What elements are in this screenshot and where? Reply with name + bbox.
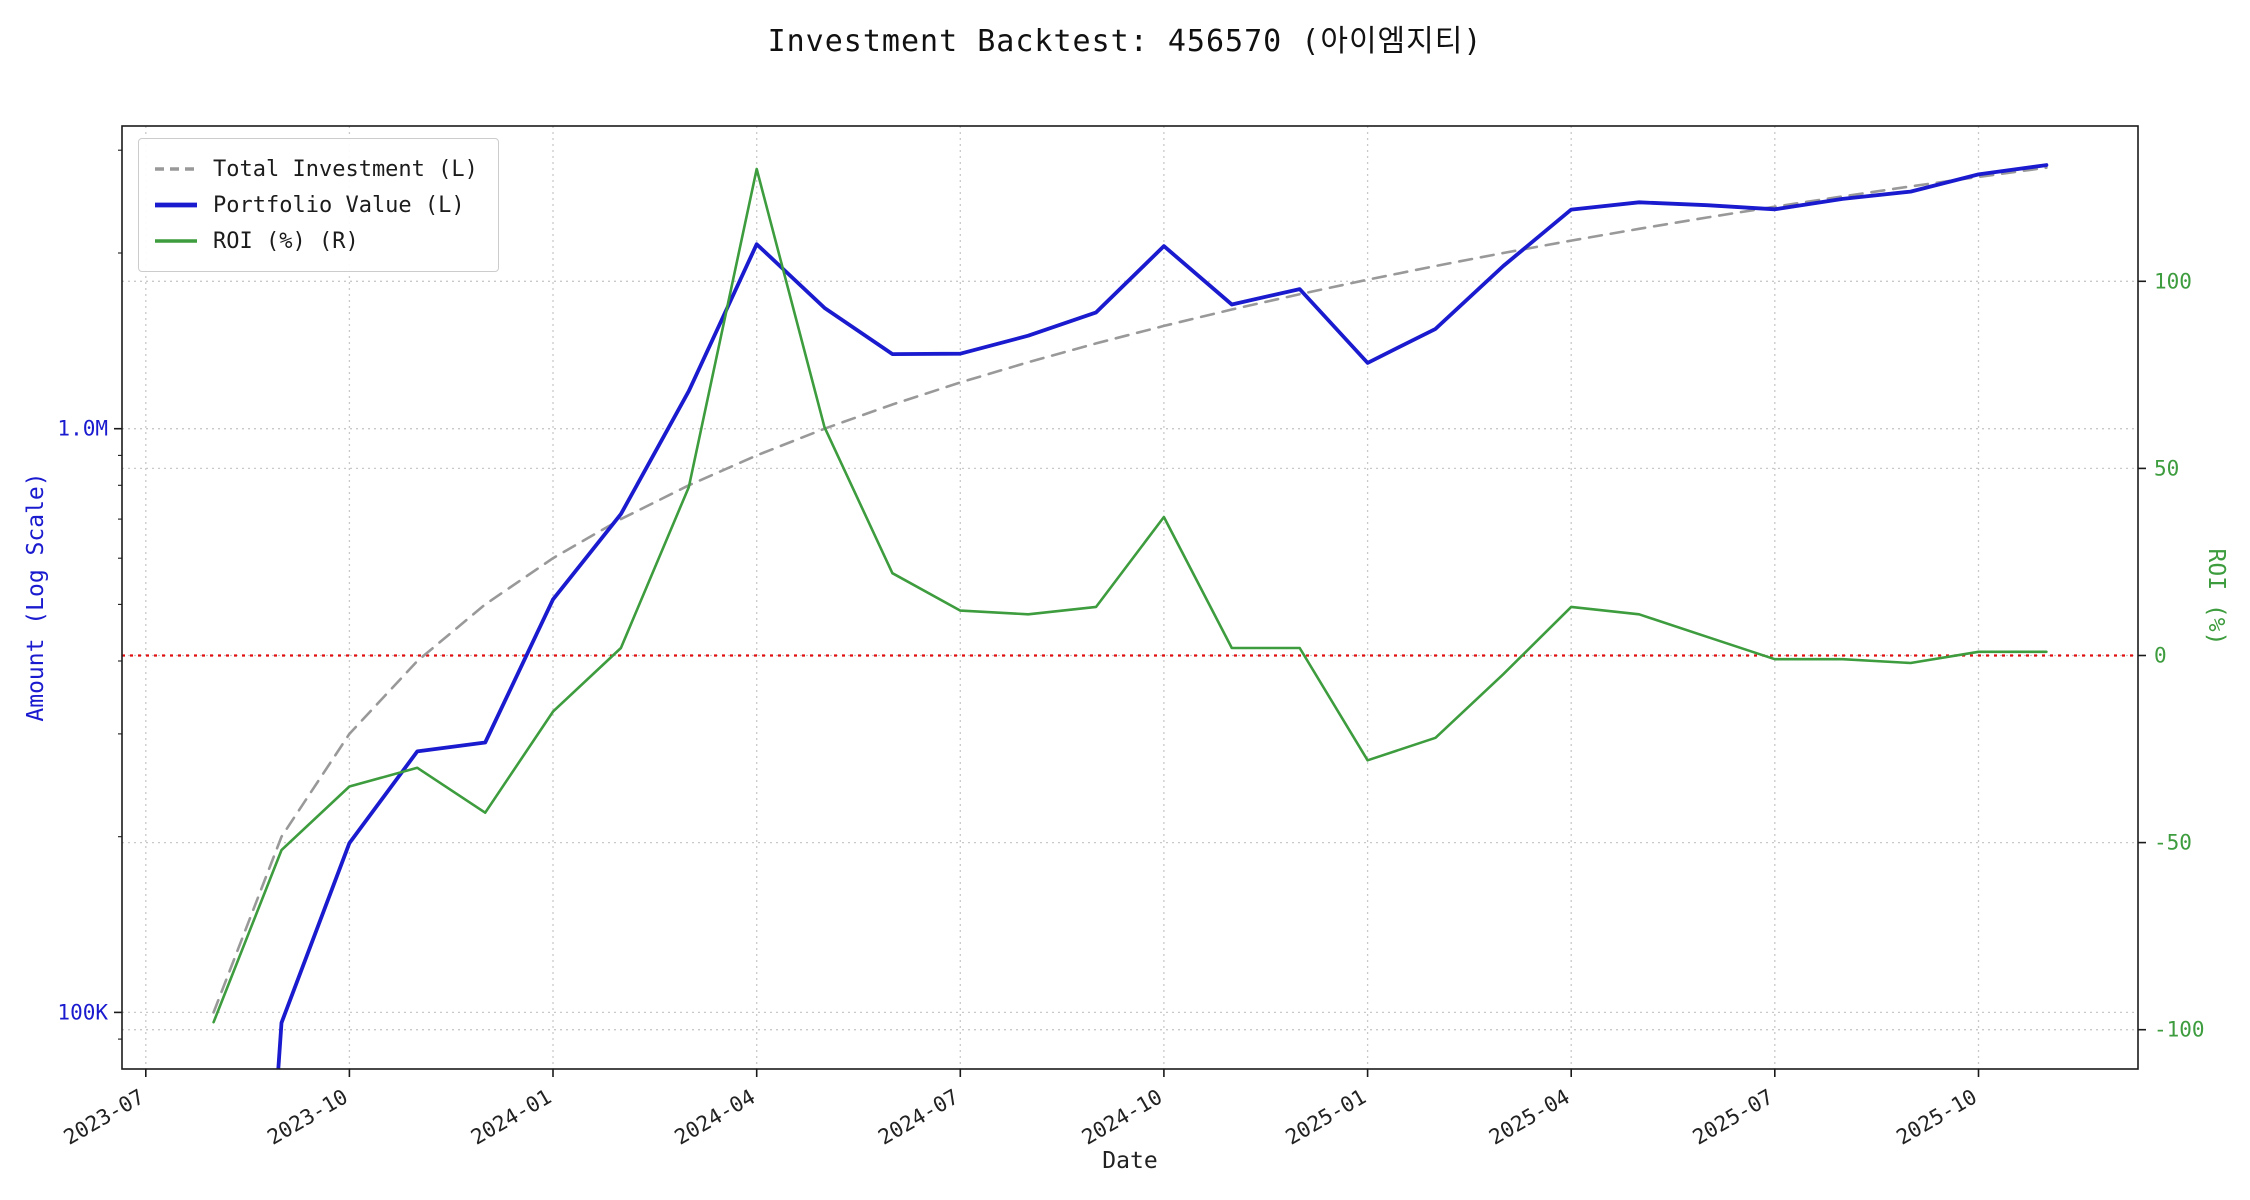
legend-label-total-investment: Total Investment (L)	[213, 156, 478, 182]
x-axis-label: Date	[1102, 1148, 1158, 1174]
x-tick-label: 2025-10	[1892, 1085, 1981, 1150]
series-line-1	[276, 163, 2049, 1069]
x-tick-label: 2024-04	[671, 1085, 760, 1150]
legend: Total Investment (L) Portfolio Value (L)…	[138, 138, 499, 272]
legend-item-total-investment: Total Investment (L)	[153, 151, 478, 187]
y-tick-label-right: 50	[2154, 456, 2179, 480]
plot-frame	[121, 125, 2139, 1070]
x-tick-label: 2024-01	[467, 1085, 556, 1150]
solid-line-swatch	[155, 239, 197, 243]
y-axis-label-right: ROI (%)	[2203, 548, 2229, 646]
y-tick-label-left: 1.0M	[57, 417, 108, 441]
x-tick-label: 2023-07	[60, 1085, 149, 1150]
y-tick-label-right: 0	[2154, 644, 2167, 668]
solid-line-swatch	[155, 202, 197, 208]
x-tick-label: 2025-01	[1281, 1085, 1370, 1150]
x-tick-label: 2023-10	[263, 1085, 352, 1150]
y-axis-label-left: Amount (Log Scale)	[23, 472, 49, 722]
x-tick-label: 2025-04	[1485, 1085, 1574, 1150]
legend-label-roi: ROI (%) (R)	[213, 228, 359, 254]
series-line-2	[212, 167, 2048, 1024]
x-tick-label: 2025-07	[1689, 1085, 1778, 1150]
plot-background	[122, 126, 2138, 1069]
y-axis-ticks-right: -100 -50 0 50 100	[2138, 269, 2205, 1042]
y-axis-ticks-left: 100K 1.0M	[57, 149, 122, 1040]
y-tick-label-right: -50	[2154, 831, 2192, 855]
y-tick-label-right: 100	[2154, 269, 2192, 293]
y-tick-label-left: 100K	[57, 1000, 108, 1024]
legend-item-roi: ROI (%) (R)	[153, 223, 478, 259]
series-line-0	[212, 166, 2048, 1014]
x-axis-ticks: 2023-07 2023-10 2024-01 2024-04 2024-07 2024-…	[60, 1069, 1981, 1150]
chart-title: Investment Backtest: 456570 (아이엠지티)	[767, 24, 1483, 59]
dashed-line-swatch	[155, 167, 197, 171]
x-tick-label: 2024-10	[1078, 1085, 1167, 1150]
x-tick-label: 2024-07	[874, 1085, 963, 1150]
legend-item-portfolio-value: Portfolio Value (L)	[153, 187, 478, 223]
y-tick-label-right: -100	[2154, 1018, 2205, 1042]
legend-label-portfolio-value: Portfolio Value (L)	[213, 192, 465, 218]
